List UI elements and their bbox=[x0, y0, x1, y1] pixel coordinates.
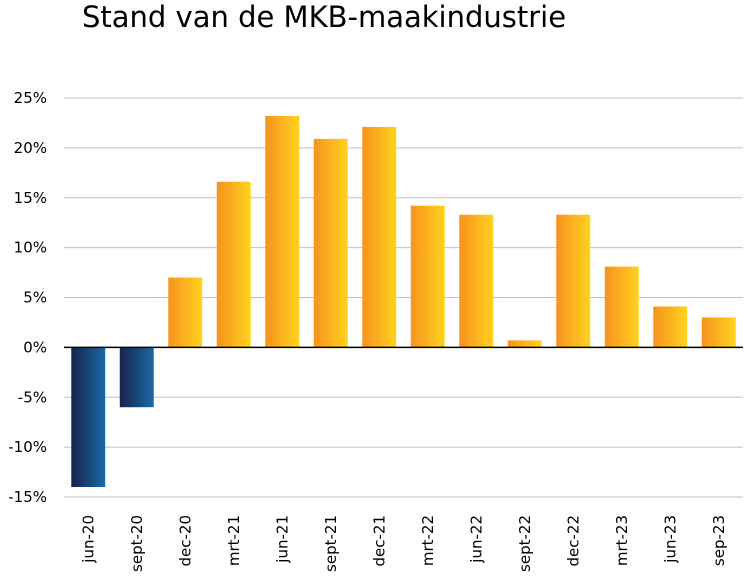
bar-dec-22 bbox=[556, 214, 591, 348]
bar-jun-23 bbox=[653, 306, 688, 348]
bar-jun-21 bbox=[265, 115, 300, 348]
x-tick-label: sept-20 bbox=[128, 515, 146, 572]
y-tick-label: 20% bbox=[14, 139, 47, 157]
x-tick-label: sept-22 bbox=[516, 515, 534, 572]
x-tick-label: jun-21 bbox=[273, 515, 291, 564]
x-tick-label: sep-23 bbox=[710, 515, 728, 566]
bar-jun-20 bbox=[71, 347, 106, 488]
chart-title: Stand van de MKB-maakindustrie bbox=[82, 0, 567, 34]
x-tick-label: jun-22 bbox=[467, 515, 485, 564]
y-axis-ticks: -15% -10% -5% 0% 5% 10% 15% 20% 25% bbox=[8, 89, 47, 506]
x-tick-label: mrt-22 bbox=[419, 515, 437, 566]
x-tick-label: sept-21 bbox=[322, 515, 340, 572]
y-tick-label: 0% bbox=[23, 338, 47, 356]
y-tick-label: 5% bbox=[23, 289, 47, 307]
x-tick-label: jun-20 bbox=[79, 515, 97, 564]
x-tick-label: jun-23 bbox=[661, 515, 679, 564]
bar-sept-22 bbox=[507, 340, 542, 348]
x-tick-label: mrt-21 bbox=[225, 515, 243, 566]
x-tick-label: dec-20 bbox=[176, 515, 194, 567]
bars bbox=[71, 115, 736, 488]
y-tick-label: -5% bbox=[18, 388, 47, 406]
bar-sep-23 bbox=[701, 317, 736, 348]
x-tick-label: mrt-23 bbox=[613, 515, 631, 566]
y-tick-label: -10% bbox=[8, 438, 47, 456]
x-tick-label: dec-21 bbox=[370, 515, 388, 567]
bar-mrt-22 bbox=[410, 205, 445, 348]
bar-jun-22 bbox=[459, 214, 494, 348]
bar-mrt-23 bbox=[604, 266, 639, 348]
y-tick-label: 25% bbox=[14, 89, 47, 107]
bar-dec-21 bbox=[362, 126, 397, 348]
y-tick-label: -15% bbox=[8, 488, 47, 506]
grid-lines bbox=[64, 97, 743, 498]
bar-sept-21 bbox=[313, 138, 348, 348]
y-tick-label: 10% bbox=[14, 239, 47, 257]
x-axis-ticks: jun-20 sept-20 dec-20 mrt-21 jun-21 sept-21 de… bbox=[79, 515, 728, 572]
bar-dec-20 bbox=[168, 277, 203, 348]
x-tick-label: dec-22 bbox=[564, 515, 582, 567]
y-tick-label: 15% bbox=[14, 189, 47, 207]
bar-mrt-21 bbox=[216, 181, 251, 348]
bar-sept-20 bbox=[119, 347, 154, 408]
